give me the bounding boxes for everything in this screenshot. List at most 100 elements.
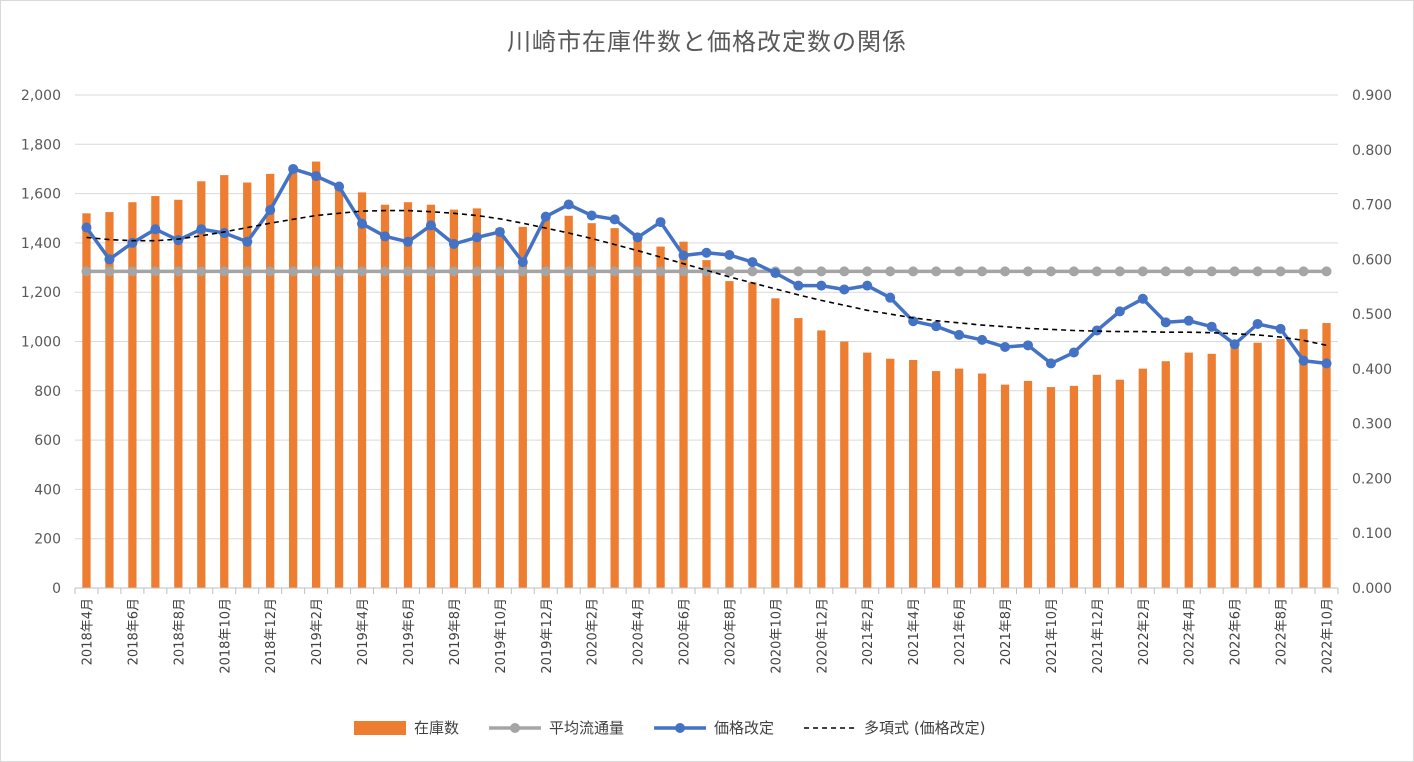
average-marker — [1160, 266, 1171, 277]
average-marker — [540, 266, 551, 277]
price-revision-marker — [816, 280, 827, 291]
bar — [105, 212, 114, 588]
x-tick-label: 2019年12月 — [540, 598, 555, 674]
legend-swatch — [354, 721, 406, 735]
y-right-tick-label: 0.100 — [1352, 526, 1392, 542]
bar — [1000, 384, 1010, 588]
average-marker — [311, 266, 322, 277]
average-marker — [977, 266, 988, 277]
average-marker — [563, 266, 574, 277]
average-marker — [425, 266, 436, 277]
legend-label: 平均流通量 — [549, 719, 624, 737]
line-series — [81, 163, 1332, 369]
bar — [909, 359, 918, 588]
price-revision-marker — [334, 181, 345, 192]
x-tick-label: 2019年8月 — [448, 598, 463, 665]
x-tick-label: 2021年10月 — [1045, 598, 1060, 674]
bar — [932, 371, 941, 588]
bar — [1253, 342, 1262, 588]
average-marker — [150, 266, 161, 277]
price-revision-marker — [219, 228, 230, 239]
average-marker — [196, 266, 207, 277]
bar — [449, 209, 459, 588]
average-marker — [632, 266, 643, 277]
price-revision-marker — [747, 257, 758, 268]
x-tick-label: 2019年2月 — [310, 598, 325, 665]
average-marker — [334, 266, 345, 277]
average-marker — [678, 266, 689, 277]
bar — [1207, 353, 1216, 588]
average-marker — [471, 266, 482, 277]
price-revision-marker — [1022, 340, 1033, 351]
price-revision-marker — [1206, 321, 1217, 332]
bar — [1276, 339, 1285, 588]
average-marker — [242, 266, 253, 277]
average-marker — [494, 266, 505, 277]
average-marker — [1252, 266, 1263, 277]
y-left-tick-label: 1,600 — [21, 187, 61, 203]
price-revision-marker — [655, 217, 666, 228]
x-tick-label: 2020年8月 — [723, 598, 738, 665]
x-tick-label: 2022年6月 — [1229, 598, 1244, 665]
average-marker — [862, 266, 873, 277]
average-marker — [931, 266, 942, 277]
price-revision-marker — [1114, 306, 1125, 317]
price-revision-marker — [678, 250, 689, 261]
x-tick-label: 2018年4月 — [80, 598, 95, 665]
price-revision-marker — [908, 316, 919, 327]
bar — [840, 341, 849, 588]
bar — [1184, 352, 1193, 588]
average-marker — [448, 266, 459, 277]
average-marker — [1275, 266, 1286, 277]
legend-item: 多項式 (価格改定) — [804, 719, 986, 737]
bar — [1299, 329, 1308, 588]
average-marker — [1321, 266, 1332, 277]
price-revision-marker — [724, 249, 735, 260]
bar — [725, 281, 734, 588]
average-marker — [655, 266, 666, 277]
average-marker — [793, 266, 804, 277]
y-right-tick-label: 0.800 — [1352, 143, 1392, 159]
average-marker — [1137, 266, 1148, 277]
bar — [1230, 343, 1239, 588]
y-left-tick-label: 600 — [34, 433, 61, 449]
bar — [748, 282, 757, 588]
bar — [886, 358, 895, 588]
bar — [82, 213, 91, 588]
bar — [197, 181, 206, 588]
x-tick-label: 2018年12月 — [264, 598, 279, 674]
bar — [1092, 374, 1102, 588]
bar — [702, 260, 711, 588]
legend-item: 平均流通量 — [489, 719, 624, 737]
price-revision-marker — [104, 254, 115, 265]
average-marker — [724, 266, 735, 277]
price-revision-marker — [862, 280, 873, 291]
price-revision-marker — [1275, 323, 1286, 334]
bar — [1161, 361, 1170, 588]
y-right-tick-label: 0.500 — [1352, 307, 1392, 323]
x-tick-label: 2019年6月 — [402, 598, 417, 665]
average-marker — [908, 266, 919, 277]
legend-label: 在庫数 — [414, 719, 459, 737]
price-revision-marker — [81, 222, 92, 233]
price-revision-marker — [586, 210, 597, 221]
average-marker — [1114, 266, 1125, 277]
bar — [794, 318, 803, 588]
price-revision-marker — [770, 268, 781, 279]
x-tick-label: 2018年8月 — [172, 598, 187, 665]
average-marker — [288, 266, 299, 277]
price-revision-marker — [357, 218, 368, 229]
bar — [357, 192, 367, 588]
price-revision-marker — [977, 334, 988, 345]
bar — [564, 215, 573, 588]
bar — [541, 215, 550, 588]
average-marker — [173, 266, 184, 277]
y-right-tick-label: 0.400 — [1352, 362, 1392, 378]
y-left-tick-label: 1,000 — [21, 335, 61, 351]
bar — [1023, 380, 1033, 588]
average-marker — [1298, 266, 1309, 277]
bar — [1115, 379, 1124, 588]
bar — [1046, 387, 1056, 588]
bar — [656, 246, 665, 588]
legend-label: 価格改定 — [714, 719, 774, 737]
